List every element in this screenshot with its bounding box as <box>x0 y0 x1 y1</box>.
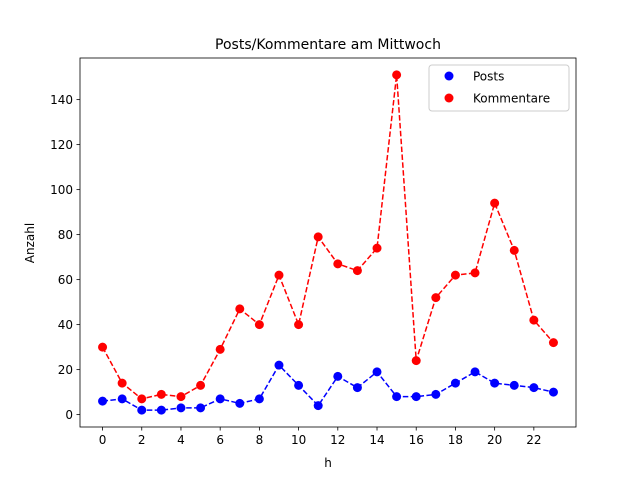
legend-label-kommentare: Kommentare <box>473 92 550 106</box>
data-point-kommentare <box>137 394 147 404</box>
data-point-posts <box>450 378 460 388</box>
data-point-posts <box>176 403 186 413</box>
data-point-posts <box>235 398 245 408</box>
data-point-kommentare <box>490 198 500 208</box>
x-tick-label: 2 <box>138 433 146 447</box>
data-point-posts <box>215 394 225 404</box>
data-point-posts <box>333 371 343 381</box>
data-point-kommentare <box>215 344 225 354</box>
data-point-kommentare <box>294 320 304 330</box>
data-point-posts <box>548 387 558 397</box>
data-point-kommentare <box>313 232 323 242</box>
data-point-posts <box>137 405 147 415</box>
x-tick-label: 0 <box>99 433 107 447</box>
x-axis-label: h <box>324 456 332 470</box>
x-tick-label: 16 <box>409 433 424 447</box>
y-axis-label: Anzahl <box>23 223 37 263</box>
data-point-posts <box>392 392 402 402</box>
y-tick-label: 0 <box>65 408 73 422</box>
data-point-kommentare <box>352 266 362 276</box>
data-point-posts <box>509 380 519 390</box>
x-tick-label: 14 <box>369 433 384 447</box>
x-tick-label: 6 <box>216 433 224 447</box>
data-point-posts <box>274 360 284 370</box>
data-point-kommentare <box>450 270 460 280</box>
data-point-posts <box>431 389 441 399</box>
data-point-kommentare <box>196 380 206 390</box>
data-point-kommentare <box>470 268 480 278</box>
data-point-posts <box>529 383 539 393</box>
data-point-posts <box>490 378 500 388</box>
data-point-kommentare <box>411 356 421 366</box>
data-point-posts <box>470 367 480 377</box>
y-tick-label: 100 <box>50 183 73 197</box>
plot-area <box>98 70 558 415</box>
data-point-kommentare <box>372 243 382 253</box>
y-tick-label: 140 <box>50 93 73 107</box>
data-point-posts <box>313 401 323 411</box>
data-point-posts <box>411 392 421 402</box>
data-point-kommentare <box>509 245 519 255</box>
axes-frame <box>79 57 577 428</box>
legend: Posts Kommentare <box>428 64 570 112</box>
data-point-kommentare <box>176 392 186 402</box>
data-point-kommentare <box>254 320 264 330</box>
data-point-kommentare <box>235 304 245 314</box>
data-point-posts <box>156 405 166 415</box>
data-point-kommentare <box>156 389 166 399</box>
data-point-posts <box>98 396 108 406</box>
data-point-kommentare <box>98 342 108 352</box>
legend-label-posts: Posts <box>473 70 504 84</box>
data-point-kommentare <box>117 378 127 388</box>
data-point-posts <box>352 383 362 393</box>
data-point-kommentare <box>274 270 284 280</box>
x-tick-label: 4 <box>177 433 185 447</box>
data-point-kommentare <box>529 315 539 325</box>
data-point-kommentare <box>392 70 402 80</box>
data-point-posts <box>196 403 206 413</box>
data-point-posts <box>117 394 127 404</box>
x-tick-label: 22 <box>526 433 541 447</box>
y-tick-label: 40 <box>58 318 73 332</box>
legend-box <box>428 64 570 112</box>
data-point-posts <box>254 394 264 404</box>
x-tick-label: 10 <box>291 433 306 447</box>
legend-marker-posts <box>444 71 454 81</box>
y-tick-label: 80 <box>58 228 73 242</box>
data-point-kommentare <box>431 293 441 303</box>
x-tick-label: 18 <box>448 433 463 447</box>
chart-title: Posts/Kommentare am Mittwoch <box>215 37 441 53</box>
x-tick-label: 12 <box>330 433 345 447</box>
y-tick-label: 60 <box>58 273 73 287</box>
data-point-kommentare <box>548 338 558 348</box>
axes: 0 2 4 6 8 10 12 14 16 18 20 22 0 20 40 60 80 100 120 140 <box>50 57 577 447</box>
x-tick-label: 20 <box>487 433 502 447</box>
legend-marker-kommentare <box>444 93 454 103</box>
series-line-kommentare <box>101 74 555 400</box>
x-tick-label: 8 <box>256 433 264 447</box>
data-point-posts <box>294 380 304 390</box>
y-tick-label: 120 <box>50 138 73 152</box>
y-tick-label: 20 <box>58 363 73 377</box>
data-point-kommentare <box>333 259 343 269</box>
data-point-posts <box>372 367 382 377</box>
